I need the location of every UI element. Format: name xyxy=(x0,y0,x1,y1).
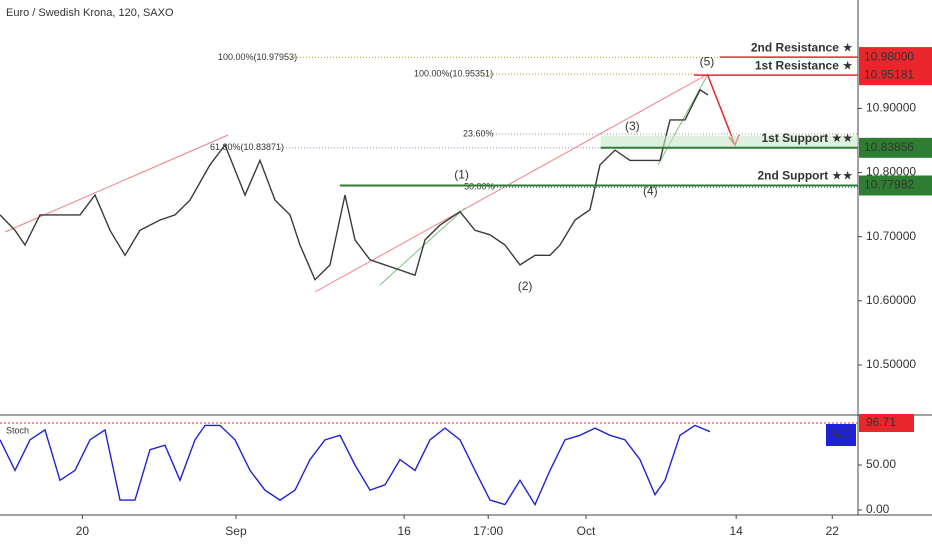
x-tick-label: 14 xyxy=(729,524,743,538)
chart-title: Euro / Swedish Krona, 120, SAXO xyxy=(6,7,174,19)
fib-label: 23.60% xyxy=(463,128,494,138)
series-tag xyxy=(826,424,856,446)
trend-line xyxy=(314,73,709,293)
x-tick-label: Oct xyxy=(577,524,596,538)
level-value: 10.77982 xyxy=(864,178,914,192)
current-tag xyxy=(859,413,914,432)
y-tick-label: 10.90000 xyxy=(866,101,916,115)
y-tick-label: 0.00 xyxy=(866,502,890,516)
level-value: 10.83856 xyxy=(864,140,914,154)
y-tick-label: 10.60000 xyxy=(866,293,916,307)
x-tick-label: 17:00 xyxy=(473,524,503,538)
current-value: 96.71 xyxy=(866,415,896,429)
indicator-title: Stoch xyxy=(6,425,29,435)
x-tick-label: Sep xyxy=(225,524,247,538)
level-value: 10.95181 xyxy=(864,67,914,81)
wave-label: (3) xyxy=(625,119,640,133)
level-name: 1st Resistance ★ xyxy=(755,58,853,72)
wave-label: (4) xyxy=(643,184,658,198)
wave-label: (5) xyxy=(700,54,715,68)
level-name: 2nd Support ★★ xyxy=(757,169,853,183)
wave-label: (1) xyxy=(454,167,469,181)
wave-label: (2) xyxy=(518,279,533,293)
trend-line xyxy=(4,134,229,233)
level-tag xyxy=(859,137,932,158)
x-tick-label: 22 xyxy=(826,524,840,538)
level-name: 2nd Resistance ★ xyxy=(751,40,853,54)
level-tag xyxy=(859,65,932,86)
x-tick-label: 20 xyxy=(76,524,90,538)
level-value: 10.98000 xyxy=(864,49,914,63)
x-tick-label: 16 xyxy=(397,524,411,538)
y-tick-label: 50.00 xyxy=(866,457,896,471)
series-line xyxy=(0,88,709,281)
fib-label: 100.00%(10.97953) xyxy=(218,52,297,62)
y-tick-label: 10.70000 xyxy=(866,229,916,243)
fib-label: 61.80%(10.83871) xyxy=(210,142,284,152)
series-name: %D xyxy=(831,427,851,441)
y-tick-label: 10.50000 xyxy=(866,357,916,371)
support-zone xyxy=(600,135,858,148)
level-name: 1st Support ★★ xyxy=(761,131,853,145)
y-tick-label: 10.80000 xyxy=(866,165,916,179)
fib-label: 100.00%(10.95351) xyxy=(414,68,493,78)
arrow xyxy=(707,75,736,146)
series-line xyxy=(0,424,711,507)
level-tag xyxy=(859,47,932,68)
level-tag xyxy=(859,175,932,196)
fib-label: 50.00% xyxy=(464,182,495,192)
